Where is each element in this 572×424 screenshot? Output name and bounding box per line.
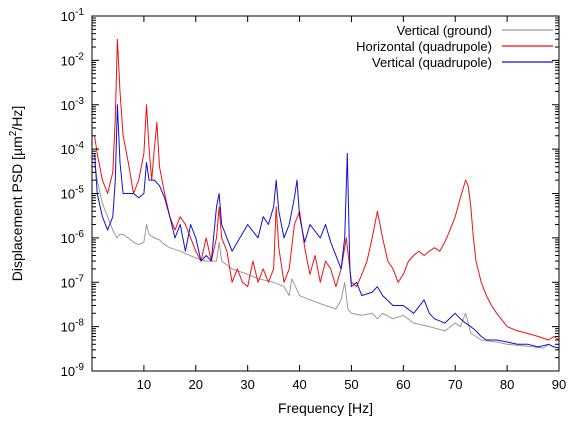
y-tick-label: 10-1 (61, 7, 85, 24)
x-tick-label: 60 (396, 377, 410, 392)
y-tick-label: 10-4 (61, 140, 85, 157)
y-tick-label: 10-9 (61, 362, 85, 379)
x-axis-label: Frequency [Hz] (278, 400, 373, 416)
series-layer (94, 38, 560, 349)
y-axis-label-sup: 2 (8, 130, 19, 136)
y-axis-label: Displacement PSD [µm2/Hz] (8, 106, 25, 281)
legend-label-0: Vertical (ground) (397, 23, 492, 38)
x-tick-label: 10 (137, 377, 151, 392)
series-line-2 (94, 104, 560, 349)
y-tick-label: 10-3 (61, 96, 85, 113)
y-tick-label: 10-2 (61, 51, 85, 68)
series-line-1 (94, 38, 560, 341)
x-tick-label: 90 (552, 377, 566, 392)
y-tick-label: 10-5 (61, 185, 85, 202)
x-tick-label: 40 (292, 377, 306, 392)
y-tick-label: 10-7 (61, 273, 85, 290)
legend: Vertical (ground)Horizontal (quadrupole)… (356, 23, 553, 70)
labels-layer: 10 20 30 40 50 60 70 80 90 10-9 10-8 10-7 10-6 10-5 10… (61, 7, 567, 392)
y-tick-label: 10-6 (61, 229, 85, 246)
x-tick-label: 80 (500, 377, 514, 392)
x-tick-label: 50 (344, 377, 358, 392)
series-line-0 (94, 162, 560, 349)
ticks-layer (92, 15, 560, 372)
x-tick-label: 70 (448, 377, 462, 392)
y-axis-label-tail: /Hz] (9, 106, 25, 131)
legend-label-1: Horizontal (quadrupole) (356, 39, 492, 54)
y-tick-label: 10-8 (61, 318, 85, 335)
legend-label-2: Vertical (quadrupole) (372, 55, 492, 70)
x-tick-label: 20 (189, 377, 203, 392)
y-axis-label-main: Displacement PSD [µm (9, 136, 25, 281)
x-tick-label: 30 (240, 377, 254, 392)
